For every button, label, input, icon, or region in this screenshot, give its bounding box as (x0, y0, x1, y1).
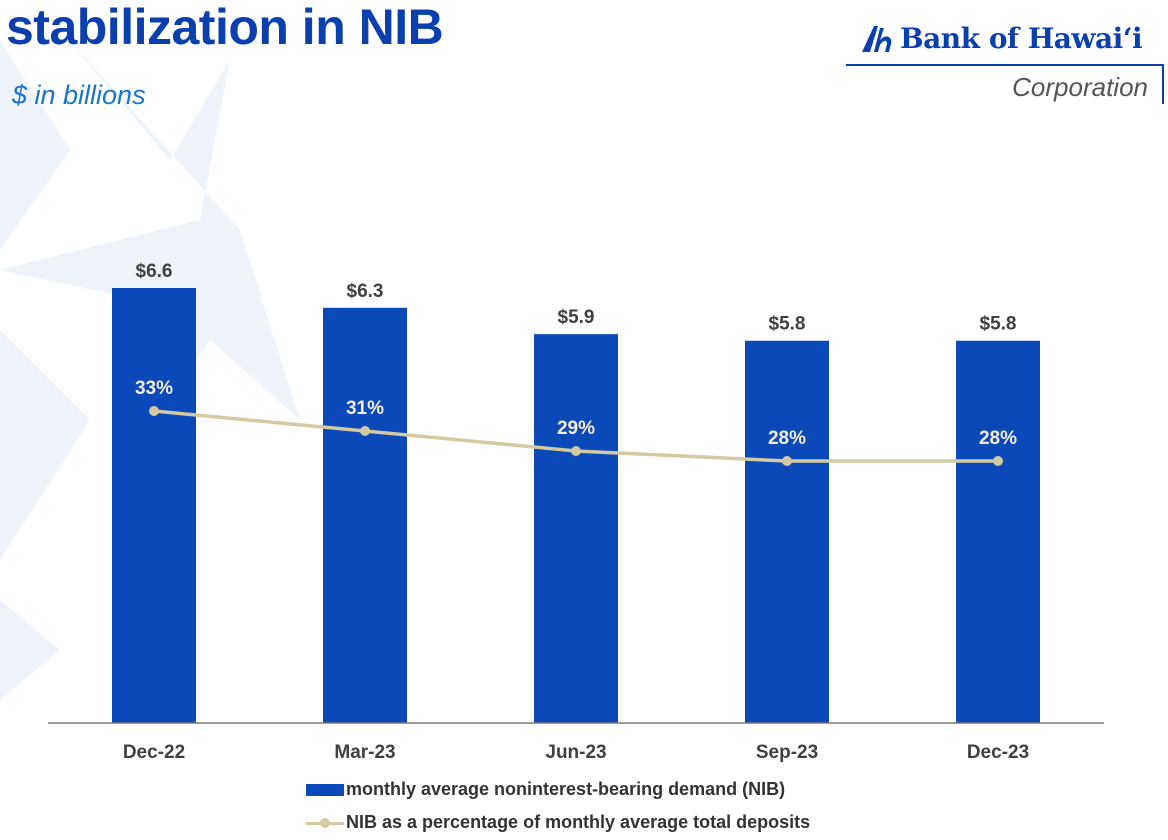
percentage-point (782, 456, 792, 466)
percentage-point (149, 406, 159, 416)
legend-line-swatch (306, 817, 344, 829)
logo-vertical-divider (1162, 64, 1164, 104)
legend-bar-swatch (306, 783, 344, 796)
bar-value-label: $6.6 (136, 261, 173, 282)
percentage-label: 28% (768, 428, 806, 449)
background-star-decoration (0, 30, 300, 700)
bar-value-label: $5.8 (980, 314, 1017, 335)
legend-label-nib: monthly average noninterest-bearing dema… (346, 779, 786, 799)
x-tick-label: Dec-23 (967, 742, 1029, 763)
percentage-point (571, 446, 581, 456)
bar-jun-23 (534, 334, 618, 723)
legend-item-nib-percentage: NIB as a percentage of monthly average t… (306, 812, 810, 833)
x-tick-label: Sep-23 (756, 742, 818, 763)
bar-mar-23 (323, 307, 407, 723)
logo-corporation: Corporation (1012, 72, 1148, 102)
bar-sep-23 (745, 340, 829, 723)
bar-value-label: $5.9 (558, 307, 595, 328)
bar-dec-23 (956, 340, 1040, 723)
percentage-label: 29% (557, 418, 595, 439)
legend-item-nib: monthly average noninterest-bearing dema… (306, 779, 785, 800)
bank-of-hawaii-logo: Bank of Hawaiʻi Corporation (846, 16, 1168, 106)
percentage-label: 33% (135, 378, 173, 399)
percentage-point (993, 456, 1003, 466)
bank-logo-mark-icon (862, 26, 892, 52)
legend-label-nib-percentage: NIB as a percentage of monthly average t… (346, 812, 811, 832)
percentage-point (360, 426, 370, 436)
page-subtitle: $ in billions (12, 80, 146, 110)
x-tick-label: Dec-22 (123, 742, 185, 763)
bar-value-label: $5.8 (769, 314, 806, 335)
x-tick-label: Jun-23 (545, 742, 606, 763)
logo-divider (846, 64, 1164, 66)
page-title: stabilization in NIB (6, 0, 444, 55)
bar-dec-22 (112, 288, 196, 723)
logo-bank-name: Bank of Hawaiʻi (900, 22, 1143, 55)
bar-value-label: $6.3 (347, 281, 384, 302)
x-tick-label: Mar-23 (334, 742, 395, 763)
percentage-label: 31% (346, 398, 384, 419)
percentage-label: 28% (979, 428, 1017, 449)
